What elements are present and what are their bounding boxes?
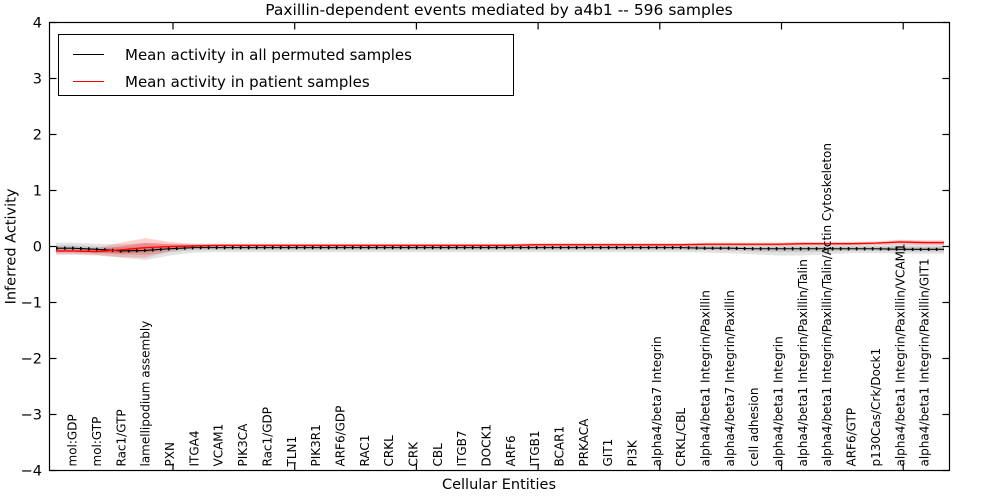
x-tick-label: alpha4/beta7 Integrin: [650, 336, 664, 466]
x-tick-label: alpha4/beta1 Integrin/Paxillin/Talin/Act…: [820, 143, 834, 466]
legend-label: Mean activity in patient samples: [125, 72, 370, 91]
x-tick-label: ITGA4: [187, 430, 201, 466]
x-tick-label: RAC1: [358, 435, 372, 467]
x-tick-label: CRKL/CBL: [674, 408, 688, 467]
legend-line-black-icon: [73, 54, 104, 55]
legend-line-red-icon: [73, 81, 104, 82]
y-tick-label: −4: [21, 464, 42, 480]
legend-label: Mean activity in all permuted samples: [125, 45, 412, 64]
x-tick-label: lamellipodium assembly: [139, 321, 153, 467]
x-tick-label: alpha4/beta1 Integrin/Paxillin: [699, 290, 713, 466]
y-tick-label: −1: [21, 296, 42, 312]
legend: Mean activity in all permuted samples Me…: [58, 34, 514, 96]
x-axis-label: Cellular Entities: [441, 477, 557, 493]
y-tick-label: 2: [33, 128, 42, 144]
x-tick-label: PIK3R1: [309, 424, 323, 466]
x-tick-label: p130Cas/Crk/Dock1: [869, 348, 883, 467]
x-tick-label: ARF6/GDP: [333, 406, 347, 467]
axes-frame: [48, 21, 951, 472]
x-tick-label: VCAM1: [212, 424, 226, 467]
x-tick-label: mol:GTP: [90, 417, 104, 467]
x-tick-label: ITGB1: [528, 430, 542, 466]
line-patient-mean: [56, 241, 944, 253]
x-tick-label: CRK: [407, 441, 421, 467]
x-tick-label: alpha4/beta1 Integrin: [772, 336, 786, 466]
line-permuted-mean: [56, 247, 944, 252]
y-tick-label: −3: [21, 408, 42, 424]
x-tick-label: Rac1/GTP: [114, 409, 128, 466]
x-tick-label: mol:GDP: [66, 414, 80, 466]
x-tick-label: ARF6/GTP: [845, 408, 859, 467]
x-tick-label: CBL: [431, 443, 445, 467]
x-tick-label: Rac1/GDP: [260, 407, 274, 466]
chart-title: Paxillin-dependent events mediated by a4…: [265, 1, 733, 19]
y-tick-label: 0: [33, 240, 42, 256]
x-tick-label: alpha4/beta1 Integrin/Paxillin/Talin: [796, 259, 810, 466]
y-tick-label: 3: [33, 72, 42, 88]
y-tick-label: 4: [33, 16, 42, 32]
x-tick-label: cell adhesion: [747, 388, 761, 467]
legend-item-patient: Mean activity in patient samples: [73, 68, 513, 95]
x-tick-label: alpha4/beta1 Integrin/Paxillin/GIT1: [918, 258, 932, 466]
band-outer-permuted: [56, 242, 944, 260]
x-tick-label: DOCK1: [480, 424, 494, 467]
x-tick-label: TLN1: [285, 436, 299, 468]
legend-item-permuted: Mean activity in all permuted samples: [73, 41, 513, 68]
x-tick-label: PXN: [163, 442, 177, 466]
y-tick-label: −2: [21, 352, 42, 368]
y-axis-label: Inferred Activity: [3, 188, 20, 305]
x-tick-label: alpha4/beta1 Integrin/Paxillin/VCAM1: [893, 243, 907, 466]
x-tick-label: BCAR1: [553, 426, 567, 467]
x-tick-label: ARF6: [504, 435, 518, 466]
x-tick-label: GIT1: [601, 439, 615, 467]
y-tick-label: 1: [33, 184, 42, 200]
x-tick-label: PI3K: [626, 439, 640, 466]
x-tick-label: PRKACA: [577, 418, 591, 467]
x-tick-label: ITGB7: [455, 430, 469, 466]
x-tick-label: alpha4/beta7 Integrin/Paxillin: [723, 290, 737, 466]
band-outer-patient: [56, 238, 944, 258]
x-tick-label: CRKL: [382, 435, 396, 467]
x-tick-label: PIK3CA: [236, 423, 250, 467]
